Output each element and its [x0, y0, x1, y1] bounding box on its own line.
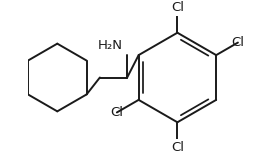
Text: Cl: Cl	[110, 106, 123, 119]
Text: Cl: Cl	[171, 1, 184, 14]
Text: H₂N: H₂N	[98, 39, 123, 52]
Text: Cl: Cl	[171, 141, 184, 154]
Text: Cl: Cl	[232, 36, 244, 49]
